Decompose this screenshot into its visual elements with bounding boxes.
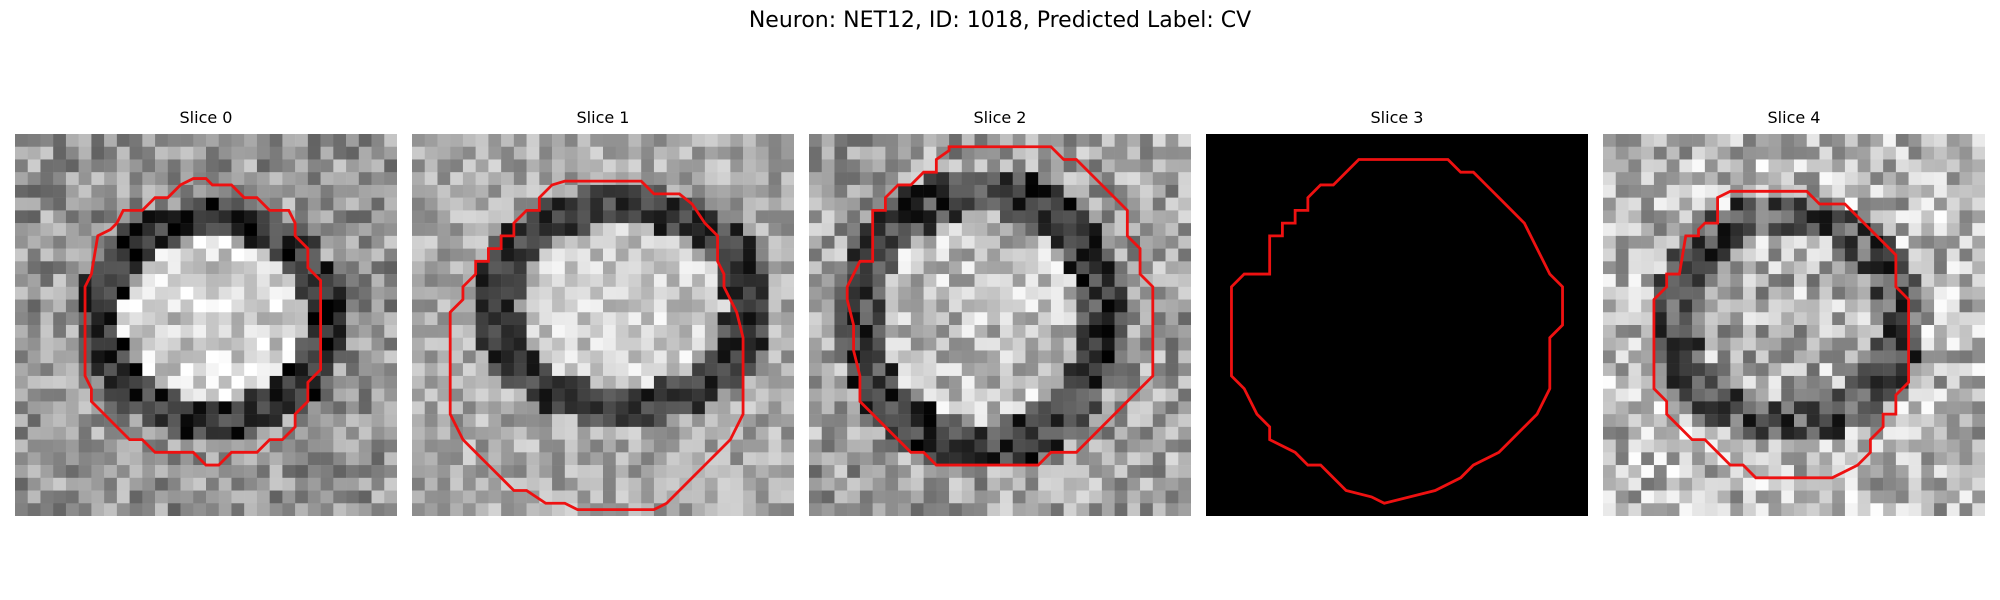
slice-title-3: Slice 3 (1370, 108, 1424, 127)
slice-title-4: Slice 4 (1767, 108, 1821, 127)
pixel-grid (809, 134, 1191, 516)
cell-contour (1230, 158, 1564, 505)
figure-title: Neuron: NET12, ID: 1018, Predicted Label… (748, 8, 1252, 33)
cell-contour (1652, 189, 1911, 480)
slice-panel-1: Slice 1 (412, 108, 794, 518)
slice-panel-2: Slice 2 (809, 108, 1191, 518)
slice-image-1 (412, 134, 794, 516)
slice-panel-4: Slice 4 (1603, 108, 1985, 518)
slice-image-3 (1206, 134, 1588, 516)
cell-contour (83, 177, 323, 467)
slice-image-0 (15, 134, 397, 516)
slice-panel-0: Slice 0 (15, 108, 397, 518)
pixel-grid (15, 134, 397, 516)
cell-contour (845, 145, 1155, 467)
pixel-grid (1603, 134, 1985, 516)
slice-image-4 (1603, 134, 1985, 516)
slice-title-0: Slice 0 (179, 108, 233, 127)
pixel-grid (412, 134, 794, 516)
slice-title-2: Slice 2 (973, 108, 1027, 127)
pixel-grid (1206, 134, 1588, 516)
slice-panel-3: Slice 3 (1206, 108, 1588, 518)
slice-image-2 (809, 134, 1191, 516)
cell-contour (448, 179, 745, 512)
slice-title-1: Slice 1 (576, 108, 630, 127)
